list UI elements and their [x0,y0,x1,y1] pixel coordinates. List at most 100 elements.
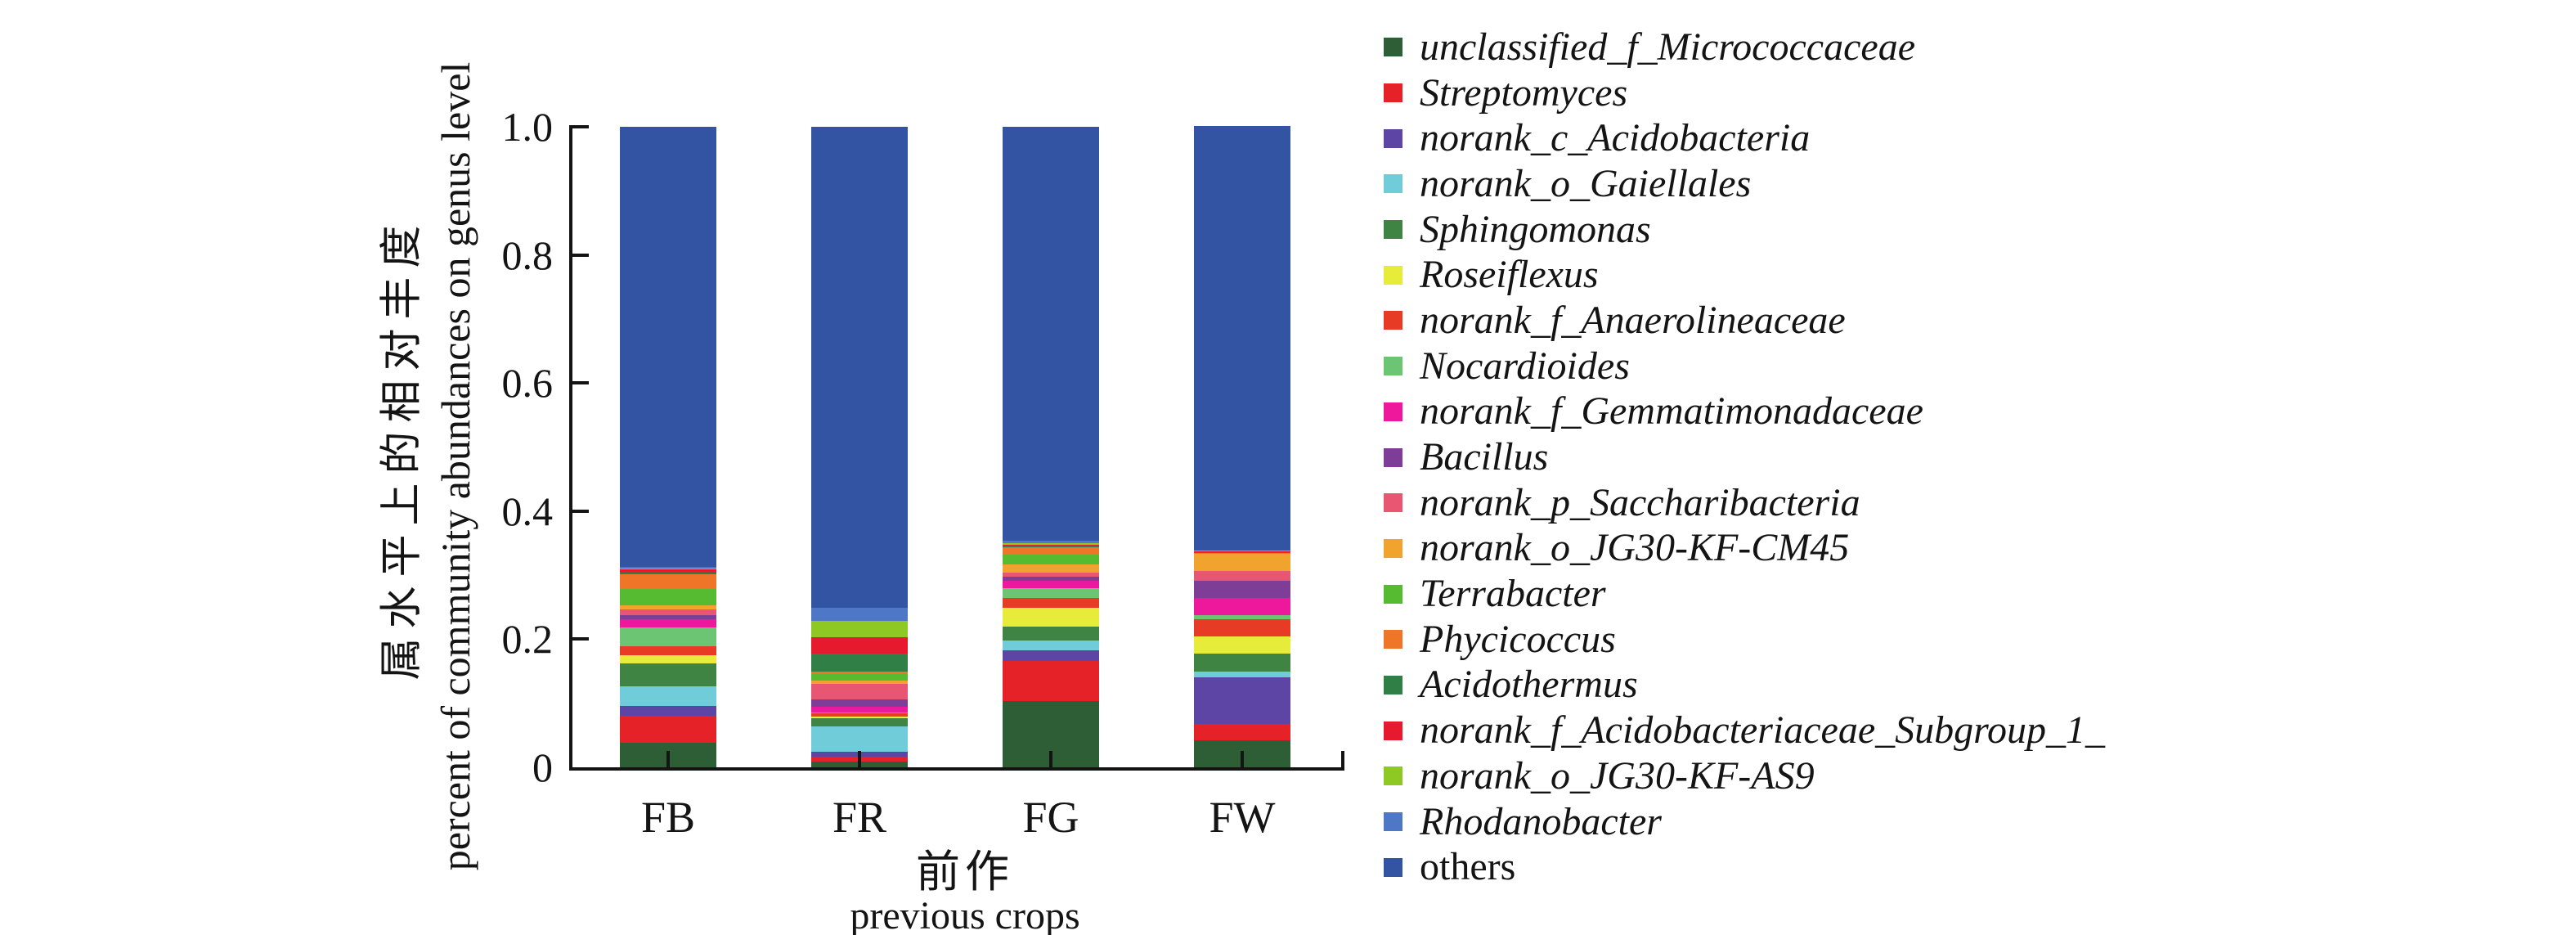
bar-segment [1194,654,1290,672]
legend-label: Streptomyces [1420,70,1628,115]
legend-label: norank_f_Gemmatimonadaceae [1420,389,1923,434]
legend-swatch [1384,584,1402,604]
y-tick [572,253,589,257]
legend-label: norank_f_Acidobacteriaceae_Subgroup_1_ [1420,708,2106,753]
bar-segment [620,569,716,573]
bar-segment [811,637,908,654]
bar-segment [620,627,716,647]
y-tick-label: 0.4 [501,488,554,534]
bar-segment [1003,581,1099,588]
legend-swatch [1384,174,1402,194]
x-tick [1241,751,1244,767]
legend-label: Acidothermus [1420,663,1638,707]
bar-segment [1194,581,1290,599]
legend-item: Roseiflexus [1384,252,2105,298]
legend-swatch [1384,721,1402,740]
legend-label: unclassified_f_Micrococcaceae [1420,25,1915,69]
y-tick [572,509,589,513]
bar-segment [1194,126,1290,551]
legend-label: norank_c_Acidobacteria [1420,116,1811,160]
bar-segment [620,568,716,570]
bar-segment [1003,546,1099,547]
legend-item: Terrabacter [1384,571,2105,617]
bar-segment [620,715,716,744]
legend-item: unclassified_f_Micrococcaceae [1384,25,2105,70]
legend-item: norank_f_Gemmatimonadaceae [1384,389,2105,435]
bar-segment [620,705,716,716]
legend-label: Roseiflexus [1420,253,1599,297]
legend-item: norank_f_Acidobacteriaceae_Subgroup_1_ [1384,708,2105,753]
bar-segment [1194,552,1290,554]
legend-swatch [1384,857,1402,877]
bar-segment [1003,597,1099,609]
x-axis-title-zh: 前作 [916,847,1014,897]
bar-segment [811,699,908,708]
x-tick [1049,751,1052,767]
bar-segment [1003,608,1099,627]
bar-segment [620,574,716,590]
legend-swatch [1384,265,1402,285]
legend-item: Streptomyces [1384,70,2105,116]
legend-label: norank_o_Gaiellales [1420,161,1752,205]
bar-segment [1003,641,1099,650]
bar-FR [811,127,908,767]
bar-segment [811,713,908,717]
legend-swatch [1384,766,1402,786]
bar-segment [1194,619,1290,636]
bar-segment [1194,672,1290,678]
x-category-label: FB [640,793,696,842]
bar-segment [811,717,908,726]
legend-label: Bacillus [1420,435,1549,479]
bar-segment [811,684,908,700]
bar-segment [1003,576,1099,582]
legend-label: Nocardioides [1420,344,1630,388]
legend-item: norank_o_JG30-KF-CM45 [1384,526,2105,572]
y-tick-label: 0.6 [501,360,554,407]
legend-label: norank_p_Saccharibacteria [1420,480,1860,524]
bar-FB [620,127,716,767]
legend-swatch [1384,38,1402,57]
legend-item: Bacillus [1384,434,2105,480]
y-tick-label: 0.2 [501,616,554,663]
bar-segment [1194,570,1290,582]
bar-segment [1003,127,1099,541]
legend-label: Phycicoccus [1420,617,1616,661]
bar-segment [1194,677,1290,724]
bar-segment [811,726,908,753]
legend-swatch [1384,357,1402,376]
bar-segment [620,127,716,568]
legend-swatch [1384,402,1402,421]
bar-segment [811,653,908,672]
bar-segment [811,127,908,609]
bar-segment [1194,614,1290,620]
y-tick [572,381,589,385]
legend-item: Phycicoccus [1384,617,2105,663]
x-axis-title-en: previous crops [850,894,1080,935]
x-tick [666,751,670,767]
bar-segment [811,620,908,638]
y-axis-title-zh: 属水平上的相对丰度 [379,216,426,681]
x-category-label: FR [832,793,887,842]
bar-segment [620,573,716,575]
bar-segment [620,589,716,605]
legend-label: Terrabacter [1420,572,1606,616]
bar-segment [620,655,716,664]
bar-segment [1194,723,1290,741]
legend-item: Nocardioides [1384,344,2105,389]
legend-label: norank_o_JG30-KF-AS9 [1420,753,1815,798]
legend-label: norank_o_JG30-KF-CM45 [1420,526,1850,570]
legend-swatch [1384,447,1402,467]
bar-segment [1003,546,1099,555]
y-tick [572,125,589,128]
legend-item: Sphingomonas [1384,207,2105,253]
bar-segment [1003,650,1099,662]
bar-segment [620,605,716,609]
bar-segment [1003,573,1099,577]
bar-segment [1003,661,1099,701]
bar-segment [1194,552,1290,553]
legend-item: Rhodanobacter [1384,799,2105,845]
bar-segment [1003,564,1099,573]
bar-segment [1003,544,1099,546]
bar-segment [1194,554,1290,571]
